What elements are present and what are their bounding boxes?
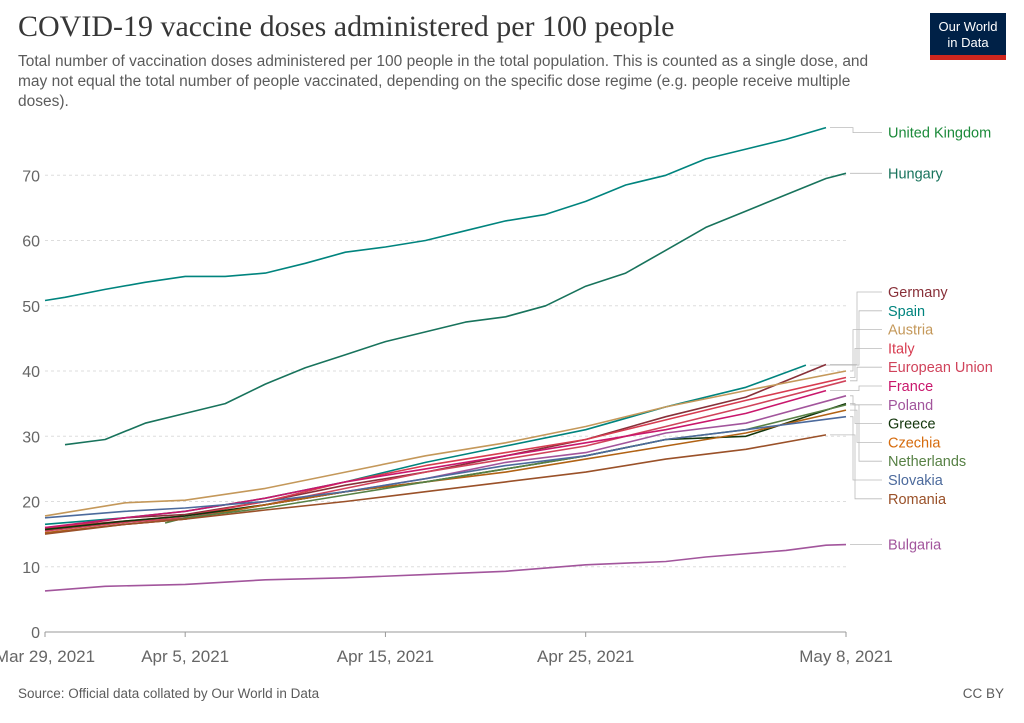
y-tick-label: 70	[22, 168, 40, 185]
label-connector	[850, 366, 882, 382]
label-connector	[830, 127, 882, 134]
series-label: Czechia	[888, 435, 941, 451]
y-tick-label: 20	[22, 495, 40, 512]
chart-subtitle: Total number of vaccination doses admini…	[18, 53, 869, 110]
y-tick-label: 30	[22, 429, 40, 446]
logo-line-2: in Data	[947, 35, 989, 50]
x-tick-label: Mar 29, 2021	[0, 647, 95, 666]
chart-title: COVID-19 vaccine doses administered per …	[18, 10, 675, 43]
y-tick-label: 60	[22, 234, 40, 251]
series-label: Austria	[888, 323, 934, 339]
series-line	[44, 402, 847, 531]
label-connector	[850, 404, 882, 462]
series-line	[44, 370, 847, 517]
y-tick-label: 10	[22, 560, 40, 577]
series-label: Italy	[888, 341, 915, 357]
license-link[interactable]: CC BY	[962, 686, 1004, 701]
label-connector	[830, 385, 882, 392]
series-lines	[44, 126, 847, 592]
logo-line-1: Our World	[938, 19, 998, 34]
series-line	[44, 363, 827, 530]
y-tick-label: 40	[22, 364, 40, 381]
label-connector	[850, 395, 882, 406]
gridlines	[45, 174, 846, 568]
series-line	[44, 434, 827, 535]
y-tick-label: 0	[31, 625, 40, 642]
series-label: United Kingdom	[888, 126, 991, 142]
series-label: Slovakia	[888, 473, 944, 489]
y-axis-ticks: 0 10 20 30 40 50 60 70	[22, 168, 40, 642]
series-line	[44, 380, 847, 532]
y-tick-label: 50	[22, 299, 40, 316]
series-labels: United Kingdom Hungary Germany Spain Austria…	[888, 126, 993, 554]
series-line	[64, 172, 847, 446]
label-connector	[830, 434, 882, 500]
label-connector	[850, 403, 882, 425]
series-label: Romania	[888, 492, 947, 508]
x-tick-label: Apr 15, 2021	[337, 647, 434, 666]
owid-logo[interactable]: Our World in Data	[930, 13, 1006, 60]
series-label: Netherlands	[888, 454, 966, 470]
series-line	[44, 126, 827, 302]
series-line	[44, 389, 827, 529]
label-connector	[850, 329, 882, 372]
series-label: Bulgaria	[888, 538, 942, 554]
series-label: Poland	[888, 398, 933, 414]
x-tick-label: Apr 25, 2021	[537, 647, 634, 666]
label-connectors	[809, 127, 882, 545]
series-label: France	[888, 379, 933, 395]
series-label: Hungary	[888, 166, 944, 182]
label-connector	[850, 409, 882, 443]
series-line	[44, 409, 847, 534]
x-tick-label: May 8, 2021	[799, 647, 893, 666]
x-axis: Mar 29, 2021 Apr 5, 2021 Apr 15, 2021 Apr 2…	[0, 631, 893, 666]
series-label: Spain	[888, 304, 925, 320]
label-connector	[850, 347, 882, 378]
x-tick-label: Apr 5, 2021	[141, 647, 229, 666]
series-label: Greece	[888, 417, 936, 433]
series-line	[44, 415, 847, 519]
series-line	[44, 543, 847, 592]
label-connector	[850, 416, 882, 481]
series-line	[44, 395, 847, 534]
series-line	[44, 364, 807, 526]
source-note: Source: Official data collated by Our Wo…	[18, 686, 320, 701]
label-connector	[830, 291, 882, 365]
logo-accent-bar	[930, 55, 1006, 60]
series-label: European Union	[888, 360, 993, 376]
series-label: Germany	[888, 285, 948, 301]
label-connector	[809, 310, 882, 366]
